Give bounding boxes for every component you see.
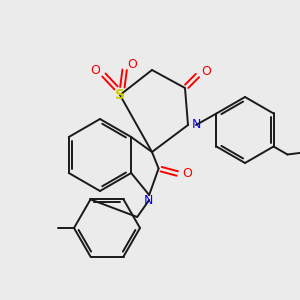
Text: S: S (115, 88, 125, 102)
Text: N: N (191, 118, 201, 131)
Text: O: O (201, 65, 211, 78)
Text: N: N (143, 194, 153, 208)
Text: O: O (182, 167, 192, 180)
Text: O: O (90, 64, 100, 76)
Text: O: O (127, 58, 137, 70)
